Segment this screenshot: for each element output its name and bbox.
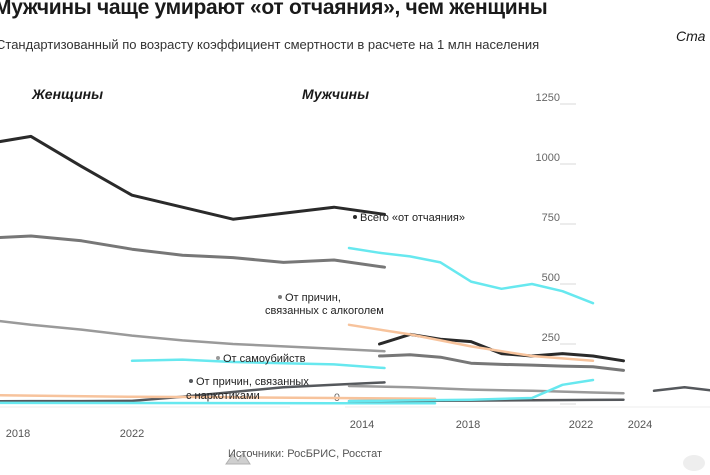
women-series-line-0 [0,134,386,221]
annotation-dot-total [353,215,357,219]
panel-title-women: Женщины [32,86,104,102]
women-series-line-6 [0,401,437,405]
annotation-label-2: связанных с алкоголем [265,305,384,317]
annotation-dot-drugs [189,379,193,383]
panel-title-men: Мужчины [302,86,370,102]
annotation-label-1: От причин, [285,292,341,304]
chart-subtitle: Стандартизованный по возрасту коэффициен… [0,37,540,52]
y-tick-label-2: 500 [542,272,560,284]
y-tick-label-5: 1250 [536,92,560,104]
chart-title: Мужчины чаще умирают «от отчаяния», чем … [0,0,548,19]
women-series-line-3 [0,381,386,403]
men-series-line-6 [347,378,595,403]
men-series-line-4 [347,246,595,305]
men-x-tick-label-2: 2022 [569,419,593,431]
y-tick-label-4: 1000 [536,152,560,164]
men-x-tick-label-0: 2014 [350,419,374,431]
women-series-line-4 [130,358,386,370]
men-series-line-0 [378,332,625,363]
men-series-line-7 [652,385,710,393]
annotation-label-4: От причин, связанных [196,376,309,388]
annotation-label-5: с наркотиками [186,390,260,402]
men-series-line-2 [347,384,625,395]
corner-shape [683,455,705,471]
y-tick-label-1: 250 [542,332,560,344]
y-tick-label-3: 750 [542,212,560,224]
men-x-tick-label-1: 2018 [456,419,480,431]
women-series-line-2 [0,319,386,353]
corner-icon [683,455,705,471]
annotation-label-0: Всего «от отчаяния» [360,212,465,224]
annotation-dot-alcohol [278,295,282,299]
chart-title-right: Ста [676,28,706,44]
women-series-line-1 [0,234,386,269]
women-series-line-5 [0,393,437,400]
women-x-tick-label-0: 2018 [6,428,30,440]
men-x-tick-label-3: 2024 [628,419,652,431]
logo-icon [225,452,251,465]
annotation-dot-suicide [216,356,220,360]
men-series-line-5 [347,323,595,363]
annotation-label-3: От самоубийств [223,353,306,365]
source-note: Источники: РосБРИС, Росстат [228,448,383,460]
women-x-tick-label-1: 2022 [120,428,144,440]
men-series-line-1 [378,353,625,372]
